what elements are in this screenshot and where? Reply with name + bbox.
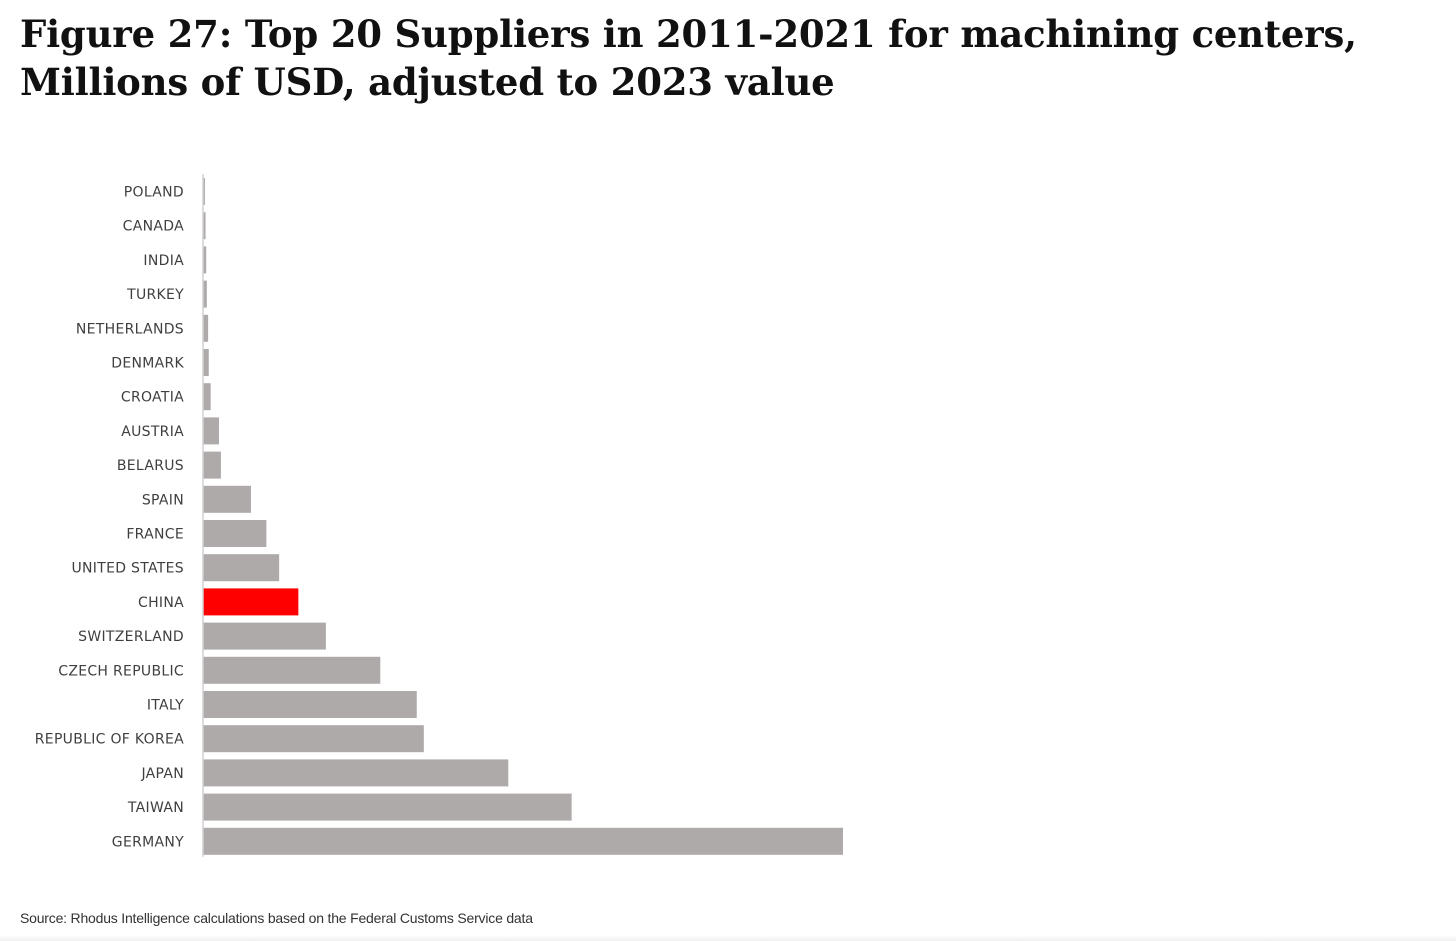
category-label: ITALY (147, 698, 184, 714)
bar-united-states (203, 554, 280, 582)
category-labels: POLAND CANADA INDIA TURKEY NETHERLANDS DENMAR… (35, 185, 184, 851)
bar-canada (203, 212, 206, 240)
bar-taiwan (203, 793, 572, 821)
bar-chart: POLAND CANADA INDIA TURKEY NETHERLANDS DENMAR… (35, 174, 843, 857)
category-label: FRANCE (126, 527, 184, 543)
source-note: Source: Rhodus Intelligence calculations… (20, 910, 533, 926)
bar-turkey (203, 280, 207, 308)
bars-layer (203, 178, 843, 855)
category-label: INDIA (143, 253, 184, 269)
category-label: CZECH REPUBLIC (58, 663, 184, 679)
category-label: POLAND (124, 185, 184, 201)
bar-netherlands (203, 314, 209, 342)
bar-spain (203, 485, 251, 513)
category-label: SPAIN (142, 492, 184, 508)
bar-italy (203, 691, 417, 718)
category-label: NETHERLANDS (76, 321, 184, 337)
category-label: TAIWAN (127, 800, 184, 816)
bar-japan (203, 759, 509, 787)
figure-title: Figure 27: Top 20 Suppliers in 2011-2021… (20, 12, 1357, 104)
bar-poland (203, 178, 205, 205)
category-label: CHINA (138, 595, 184, 611)
category-label: GERMANY (112, 834, 184, 850)
category-label: TURKEY (126, 287, 184, 303)
category-label: UNITED STATES (71, 561, 184, 577)
category-label: DENMARK (111, 356, 184, 372)
bar-india (203, 246, 207, 274)
category-label: AUSTRIA (121, 424, 184, 440)
bar-republic-of-korea (203, 725, 424, 753)
bar-czech-republic (203, 656, 381, 684)
bar-france (203, 520, 267, 547)
category-label: CANADA (123, 219, 184, 235)
bar-austria (203, 417, 219, 445)
category-label: BELARUS (117, 458, 184, 474)
category-label: JAPAN (140, 766, 184, 782)
bar-china (203, 588, 299, 616)
page-bottom-shadow (0, 935, 1456, 941)
bar-denmark (203, 349, 209, 376)
category-label: SWITZERLAND (78, 629, 184, 645)
category-label: REPUBLIC OF KOREA (35, 732, 184, 748)
bar-germany (203, 827, 843, 855)
bar-switzerland (203, 622, 326, 650)
bar-belarus (203, 451, 221, 479)
category-label: CROATIA (121, 390, 184, 406)
bar-croatia (203, 383, 211, 411)
